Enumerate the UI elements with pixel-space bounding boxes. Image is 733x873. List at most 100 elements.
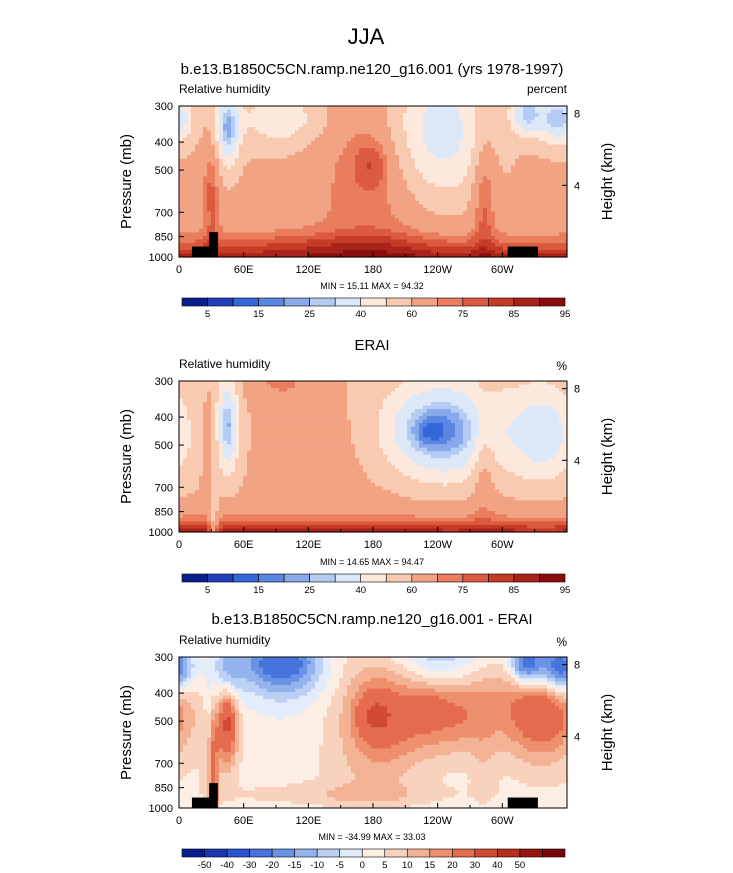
contour-cell — [255, 242, 260, 248]
contour-cell — [303, 242, 308, 248]
contour-cell — [407, 162, 412, 167]
contour-cell — [303, 120, 308, 125]
contour-cell — [355, 253, 360, 258]
contour-cell — [203, 235, 208, 241]
contour-cell — [363, 207, 368, 212]
contour-cell — [275, 158, 280, 163]
contour-cell — [263, 169, 268, 174]
contour-cell — [439, 190, 444, 195]
contour-cell — [407, 197, 412, 202]
contour-cell — [415, 246, 420, 251]
contour-cell — [255, 109, 260, 114]
contour-cell — [451, 235, 456, 241]
contour-cell — [459, 176, 464, 181]
contour-cell — [339, 200, 344, 205]
contour-cell — [291, 239, 296, 244]
contour-cell — [543, 239, 548, 244]
contour-cell — [455, 391, 460, 396]
contour-cell — [363, 130, 368, 135]
contour-cell — [231, 197, 236, 202]
contour-cell — [439, 211, 444, 216]
contour-cell — [435, 405, 440, 410]
contour-cell — [459, 109, 464, 114]
y-axis-label: Pressure (mb) — [118, 134, 135, 229]
contour-cell — [443, 134, 448, 139]
contour-cell — [487, 172, 492, 177]
contour-cell — [243, 183, 248, 188]
contour-cell — [247, 190, 252, 195]
contour-cell — [243, 235, 248, 241]
contour-cell — [327, 106, 332, 111]
contour-cell — [271, 169, 276, 174]
contour-cell — [283, 242, 288, 248]
contour-cell — [507, 402, 512, 407]
contour-cell — [211, 398, 216, 403]
contour-cell — [427, 398, 432, 403]
contour-cell — [343, 106, 348, 111]
colorbar-box — [411, 297, 438, 307]
contour-cell — [475, 141, 480, 146]
contour-cell — [411, 221, 416, 226]
contour-cell — [315, 200, 320, 205]
contour-cell — [551, 395, 556, 400]
contour-cell — [195, 172, 200, 177]
contour-cell — [295, 395, 300, 400]
contour-cell — [387, 106, 392, 111]
contour-cell — [371, 391, 376, 396]
contour-cell — [299, 169, 304, 174]
contour-cell — [483, 381, 488, 386]
contour-cell — [271, 176, 276, 181]
contour-cell — [183, 162, 188, 167]
contour-cell — [283, 148, 288, 153]
contour-cell — [459, 381, 464, 386]
contour-cell — [419, 388, 424, 393]
contour-cell — [367, 113, 372, 118]
contour-cell — [455, 144, 460, 149]
contour-cell — [243, 204, 248, 209]
contour-cell — [435, 183, 440, 188]
contour-cell — [547, 239, 552, 244]
contour-cell — [455, 398, 460, 403]
contour-cell — [303, 165, 308, 170]
contour-cell — [511, 169, 516, 174]
contour-cell — [271, 232, 276, 237]
contour-cell — [215, 218, 220, 223]
contour-cell — [223, 158, 228, 163]
contour-cell — [283, 402, 288, 407]
contour-cell — [411, 197, 416, 202]
contour-cell — [419, 141, 424, 146]
contour-cell — [399, 384, 404, 389]
contour-cell — [235, 232, 240, 237]
contour-cell — [495, 130, 500, 135]
contour-cell — [491, 106, 496, 111]
contour-cell — [415, 106, 420, 111]
contour-cell — [379, 151, 384, 156]
contour-cell — [291, 134, 296, 139]
contour-cell — [551, 253, 556, 258]
contour-cell — [455, 179, 460, 184]
contour-cell — [211, 120, 216, 125]
contour-cell — [403, 158, 408, 163]
contour-cell — [355, 218, 360, 223]
contour-cell — [407, 211, 412, 216]
contour-cell — [383, 207, 388, 212]
contour-cell — [459, 391, 464, 396]
contour-cell — [435, 232, 440, 237]
contour-cell — [319, 172, 324, 177]
contour-cell — [295, 211, 300, 216]
contour-cell — [219, 239, 224, 244]
contour-cell — [467, 395, 472, 400]
contour-cell — [447, 211, 452, 216]
contour-cell — [519, 123, 524, 128]
contour-cell — [483, 253, 488, 258]
contour-cell — [299, 144, 304, 149]
contour-cell — [191, 137, 196, 142]
contour-cell — [255, 218, 260, 223]
contour-cell — [475, 123, 480, 128]
contour-cell — [463, 113, 468, 118]
contour-cell — [391, 148, 396, 153]
contour-cell — [531, 158, 536, 163]
contour-cell — [471, 113, 476, 118]
contour-cell — [375, 249, 380, 255]
contour-cell — [247, 193, 252, 198]
